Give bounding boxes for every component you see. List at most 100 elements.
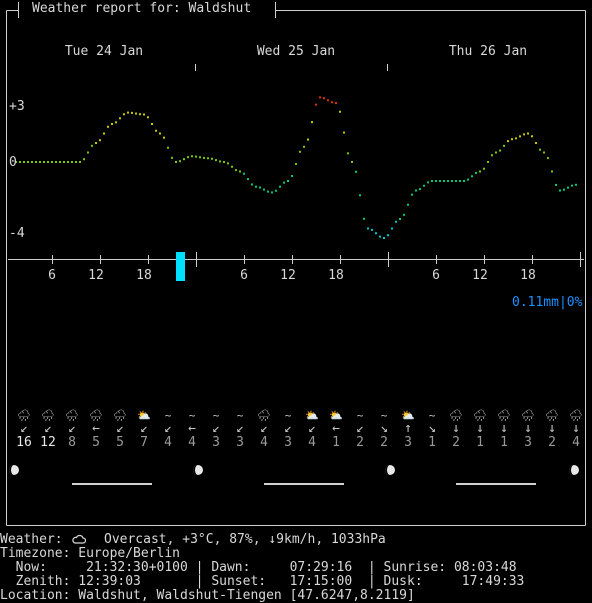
timezone: Timezone: Europe/Berlin — [0, 546, 181, 561]
temperature-point — [399, 218, 401, 220]
wind-direction-icon: ↓ — [476, 421, 484, 436]
hour-label: 12 — [472, 268, 488, 283]
temperature-point — [15, 161, 17, 163]
temperature-point — [503, 144, 505, 147]
temperature-point — [411, 193, 413, 196]
wind-direction-icon: ↙ — [44, 421, 52, 436]
temperature-point — [167, 146, 169, 149]
temperature-point — [363, 217, 365, 220]
temperature-point — [435, 180, 437, 182]
weather-symbol-icon: ~ — [356, 409, 364, 422]
temperature-point — [287, 180, 289, 182]
temperature-point — [95, 142, 97, 144]
wind-speed: 1 — [332, 435, 340, 450]
temperature-point — [463, 180, 465, 182]
temperature-point — [555, 183, 557, 186]
temperature-point — [239, 170, 241, 173]
temperature-point — [563, 188, 565, 191]
temperature-point — [71, 161, 73, 163]
weather-symbol-icon: 🌧 — [113, 409, 127, 422]
temperature-point — [319, 96, 321, 99]
temperature-point — [351, 161, 353, 163]
temperature-point — [419, 188, 421, 191]
weather-label: Weather: — [0, 532, 63, 547]
temperature-point — [283, 181, 285, 184]
temperature-point — [31, 161, 33, 163]
wind-direction-icon: ↙ — [20, 421, 28, 436]
temperature-point — [327, 99, 329, 102]
daylight-bar — [264, 483, 344, 485]
temperature-point — [455, 180, 457, 182]
temperature-point — [543, 151, 545, 154]
temperature-point — [143, 113, 145, 116]
temperature-point — [575, 183, 577, 186]
moon-phase-icon — [193, 465, 203, 475]
temperature-point — [359, 194, 361, 197]
report-title: Weather report for: Waldshut — [32, 1, 252, 16]
temperature-point — [559, 189, 561, 192]
temperature-point — [291, 174, 293, 177]
temperature-point — [211, 157, 213, 160]
temperature-point — [323, 97, 325, 100]
location: Location: Waldshut, Waldshut-Tiengen [47… — [0, 588, 415, 603]
temperature-point — [527, 132, 529, 135]
temperature-point — [491, 154, 493, 157]
weather-symbol-icon: ~ — [212, 409, 220, 422]
temperature-point — [123, 113, 125, 116]
temperature-point — [87, 151, 89, 154]
temperature-point — [395, 220, 397, 223]
wind-direction-icon: ← — [92, 421, 100, 436]
temperature-point — [423, 184, 425, 187]
temperature-point — [163, 136, 165, 139]
temperature-point — [347, 152, 349, 155]
temperature-point — [159, 132, 161, 135]
temperature-point — [35, 161, 37, 163]
wind-direction-icon: ↙ — [356, 421, 364, 436]
temperature-point — [267, 190, 269, 193]
wind-speed: 3 — [284, 435, 292, 450]
temperature-point — [547, 157, 549, 160]
wind-direction-icon: ↙ — [140, 421, 148, 436]
wind-speed: 2 — [380, 435, 388, 450]
temperature-point — [407, 203, 409, 206]
temperature-point — [83, 158, 85, 161]
wind-speed: 8 — [68, 435, 76, 450]
temperature-point — [447, 180, 449, 182]
moon-phase-icon — [9, 465, 19, 475]
wind-direction-icon: ↙ — [116, 421, 124, 436]
temperature-point — [467, 178, 469, 181]
weather-symbol-icon: 🌧 — [89, 409, 103, 422]
wind-speed: 16 — [16, 435, 32, 450]
wind-direction-icon: ↑ — [404, 421, 412, 436]
temperature-point — [439, 180, 441, 182]
wind-direction-icon: ↓ — [548, 421, 556, 436]
temperature-point — [391, 227, 393, 230]
wind-direction-icon: ↓ — [524, 421, 532, 436]
moon-phase-icon — [569, 465, 579, 475]
wind-direction-icon: ← — [188, 421, 196, 436]
wind-speed: 3 — [212, 435, 220, 450]
temperature-point — [263, 188, 265, 191]
temperature-point — [115, 121, 117, 124]
temperature-point — [251, 183, 253, 186]
hour-label: 18 — [520, 268, 536, 283]
wind-speed: 1 — [500, 435, 508, 450]
weather-symbol-icon: 🌧 — [497, 409, 511, 422]
wind-speed: 4 — [260, 435, 268, 450]
temperature-point — [219, 160, 221, 163]
temperature-point — [179, 160, 181, 163]
weather-symbol-icon: 🌧 — [17, 409, 31, 422]
temperature-point — [367, 227, 369, 230]
weather-symbol-icon: 🌧 — [473, 409, 487, 422]
weather-symbol-icon: ~ — [380, 409, 388, 422]
temperature-point — [535, 142, 537, 144]
weather-symbol-icon: ⛅ — [329, 409, 343, 422]
temperature-point — [431, 180, 433, 182]
wind-direction-icon: ↘ — [380, 421, 388, 436]
temperature-point — [275, 189, 277, 192]
temperature-point — [139, 113, 141, 116]
temperature-point — [279, 185, 281, 188]
wind-speed: 2 — [548, 435, 556, 450]
temperature-point — [231, 165, 233, 168]
wind-speed: 4 — [188, 435, 196, 450]
